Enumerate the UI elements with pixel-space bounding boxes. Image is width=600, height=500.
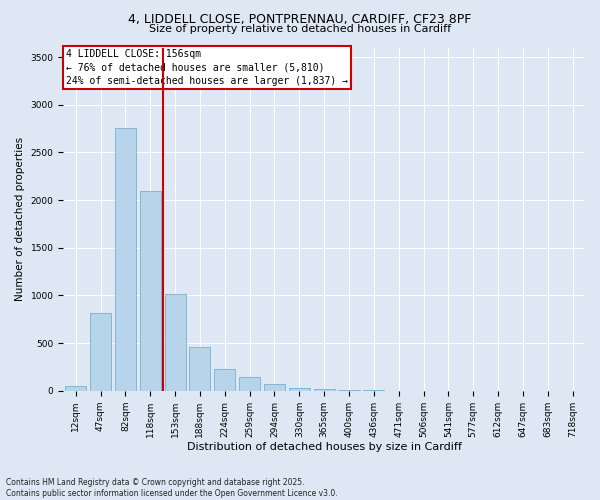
Bar <box>314 390 335 391</box>
Y-axis label: Number of detached properties: Number of detached properties <box>15 137 25 301</box>
Text: Size of property relative to detached houses in Cardiff: Size of property relative to detached ho… <box>149 24 451 34</box>
Bar <box>65 386 86 391</box>
Bar <box>140 190 161 391</box>
Bar <box>164 294 185 391</box>
Bar <box>338 390 359 391</box>
Bar <box>264 384 285 391</box>
X-axis label: Distribution of detached houses by size in Cardiff: Distribution of detached houses by size … <box>187 442 461 452</box>
Bar <box>214 369 235 391</box>
Bar <box>90 312 111 391</box>
Bar <box>239 378 260 391</box>
Bar <box>289 388 310 391</box>
Text: 4 LIDDELL CLOSE: 156sqm
← 76% of detached houses are smaller (5,810)
24% of semi: 4 LIDDELL CLOSE: 156sqm ← 76% of detache… <box>66 49 348 86</box>
Bar <box>115 128 136 391</box>
Bar <box>190 347 211 391</box>
Text: 4, LIDDELL CLOSE, PONTPRENNAU, CARDIFF, CF23 8PF: 4, LIDDELL CLOSE, PONTPRENNAU, CARDIFF, … <box>128 12 472 26</box>
Text: Contains HM Land Registry data © Crown copyright and database right 2025.
Contai: Contains HM Land Registry data © Crown c… <box>6 478 338 498</box>
